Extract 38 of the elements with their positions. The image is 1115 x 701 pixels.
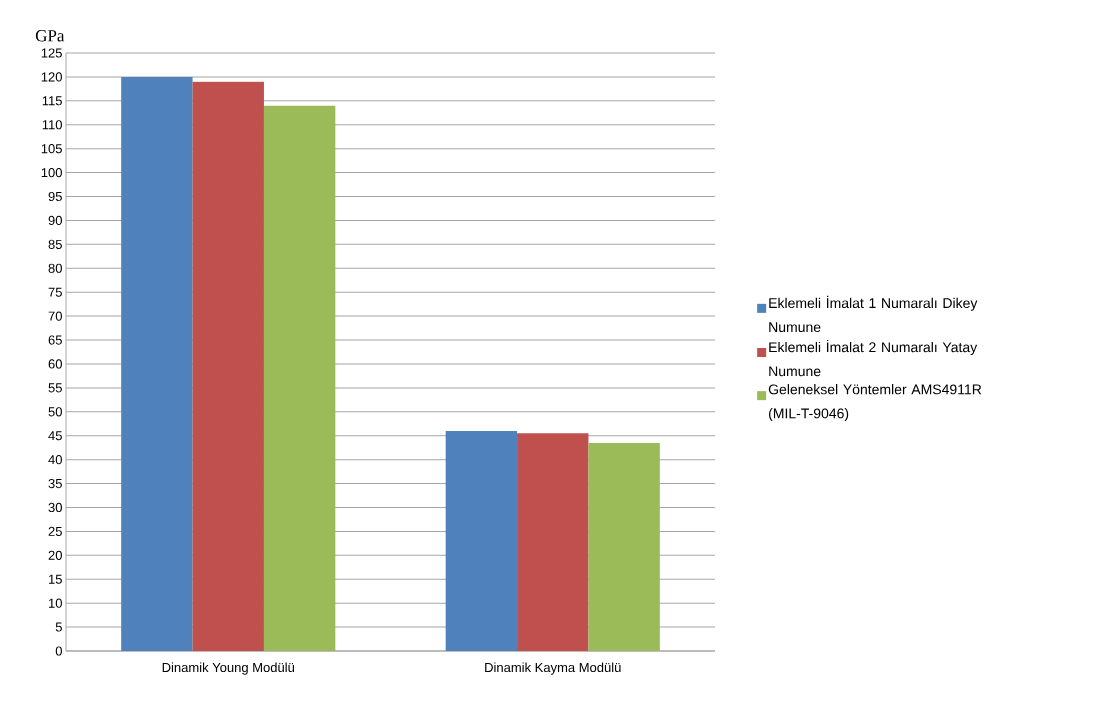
- y-tick-label: 30: [48, 502, 62, 513]
- y-tick-label: 20: [48, 550, 62, 560]
- y-tick-label: 0: [55, 646, 62, 656]
- y-tick-label: 85: [48, 239, 62, 249]
- y-tick-label: 80: [48, 263, 62, 273]
- y-tick-label: 55: [48, 383, 62, 393]
- legend-label: Eklemeli İmalat 2 Numaralı Yatay Numune: [769, 339, 978, 377]
- y-tick-label: 125: [41, 48, 62, 58]
- y-tick-label: 45: [48, 431, 62, 441]
- bar: [588, 442, 660, 651]
- y-tick-label: 105: [41, 144, 62, 154]
- y-tick-label: 110: [42, 120, 62, 130]
- y-tick-label: 120: [41, 72, 62, 82]
- y-axis-title: GPa: [35, 30, 65, 42]
- y-tick-label: 95: [48, 191, 62, 202]
- y-tick-label: 90: [48, 215, 62, 226]
- bar: [192, 81, 264, 651]
- y-tick-label: 50: [48, 407, 62, 417]
- y-tick-label: 35: [48, 478, 62, 489]
- legend-label: Eklemeli İmalat 1 Numaralı Dikey Numune: [769, 295, 978, 333]
- y-tick-label: 100: [41, 167, 62, 178]
- y-tick-label: 15: [49, 574, 62, 584]
- y-tick-label: 60: [48, 359, 62, 369]
- bar: [445, 430, 518, 651]
- y-tick-label: 5: [55, 622, 62, 632]
- x-tick-label: Dinamik Kayma Modülü: [485, 662, 621, 675]
- y-tick-label: 70: [48, 311, 62, 321]
- x-tick-label: Dinamik Young Modülü: [162, 662, 294, 675]
- y-tick-label: 25: [48, 526, 62, 536]
- y-tick-label: 10: [49, 598, 62, 608]
- y-tick-label: 65: [48, 335, 62, 345]
- bar: [263, 105, 336, 651]
- y-tick-label: 75: [48, 287, 62, 297]
- bar: [517, 433, 589, 651]
- bar: [121, 76, 193, 651]
- y-tick-label: 115: [42, 96, 62, 106]
- y-tick-label: 40: [48, 455, 62, 465]
- legend-label: Geleneksel Yöntemler AMS4911R (MIL-T-9046): [768, 384, 982, 422]
